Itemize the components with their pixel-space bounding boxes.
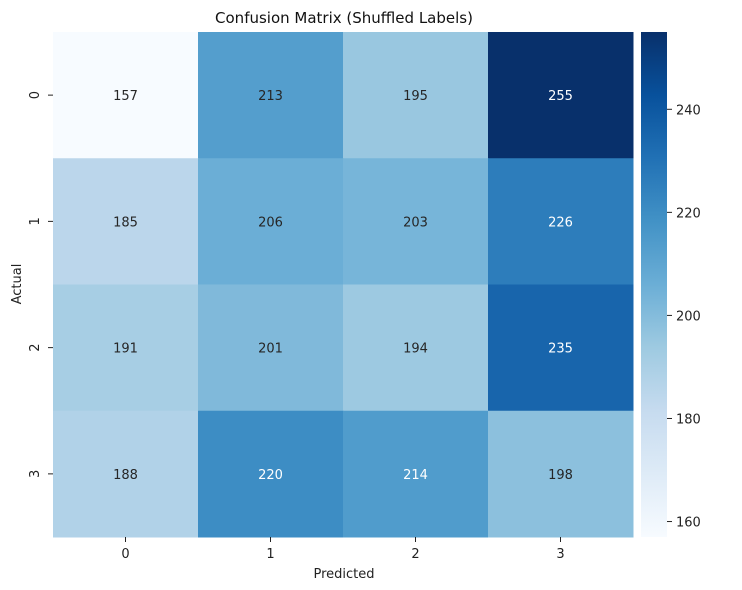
cell-value-label: 195: [403, 89, 428, 104]
cell-value-label: 185: [113, 215, 138, 230]
cell-value-label: 213: [258, 89, 283, 104]
colorbar-tick-label: 240: [676, 103, 701, 118]
cell-value-label: 201: [258, 342, 283, 357]
x-tick-label: 2: [411, 547, 419, 562]
colorbar-ticks: 160 180 200 220 240: [667, 103, 701, 531]
heatmap-cell-0-2: [343, 32, 489, 159]
heatmap-cells: 157 213 195 255 185 206 203 226 191 201 194 235 188 2…: [53, 32, 634, 538]
x-tick-label: 0: [121, 547, 129, 562]
cell-value-label: 191: [113, 342, 138, 357]
y-tick-label: 3: [28, 470, 43, 478]
heatmap-cell-2-2: [343, 284, 489, 412]
y-tick-label: 1: [28, 217, 43, 225]
heatmap-cell-0-1: [198, 32, 344, 159]
heatmap-cell-0-3: [488, 32, 634, 159]
y-tick-label: 0: [28, 91, 43, 99]
colorbar-tick-label: 220: [676, 206, 701, 221]
heatmap-cell-1-0: [53, 158, 199, 285]
heatmap-cell-1-3: [488, 158, 634, 285]
cell-value-label: 194: [403, 342, 428, 357]
y-axis-label: Actual: [10, 264, 25, 305]
colorbar: [641, 32, 667, 537]
cell-value-label: 198: [548, 468, 573, 483]
y-tick-label: 2: [28, 343, 43, 351]
heatmap-cell-0-0: [53, 32, 199, 159]
heatmap-cell-3-1: [198, 410, 344, 538]
x-tick-label: 1: [266, 547, 274, 562]
colorbar-tick-label: 180: [676, 412, 701, 427]
y-axis-ticks: 0 1 2 3: [28, 91, 53, 478]
cell-value-label: 255: [548, 89, 573, 104]
cell-value-label: 203: [403, 215, 428, 230]
colorbar-tick-label: 200: [676, 309, 701, 324]
cell-value-label: 220: [258, 468, 283, 483]
cell-value-label: 226: [548, 215, 573, 230]
heatmap-cell-2-3: [488, 284, 634, 412]
heatmap-cell-2-1: [198, 284, 344, 412]
heatmap-cell-3-0: [53, 410, 199, 538]
heatmap-cell-2-0: [53, 284, 199, 412]
cell-value-label: 214: [403, 468, 428, 483]
heatmap-cell-1-2: [343, 158, 489, 285]
cell-value-label: 188: [113, 468, 138, 483]
x-axis-label: Predicted: [313, 567, 374, 582]
cell-value-label: 206: [258, 215, 283, 230]
chart-title: Confusion Matrix (Shuffled Labels): [215, 9, 473, 27]
colorbar-tick-label: 160: [676, 516, 701, 531]
heatmap-cell-3-3: [488, 410, 634, 538]
x-tick-label: 3: [556, 547, 564, 562]
x-axis-ticks: 0 1 2 3: [121, 537, 565, 562]
heatmap-cell-3-2: [343, 410, 489, 538]
cell-value-label: 157: [113, 89, 138, 104]
heatmap-cell-1-1: [198, 158, 344, 285]
cell-value-label: 235: [548, 342, 573, 357]
